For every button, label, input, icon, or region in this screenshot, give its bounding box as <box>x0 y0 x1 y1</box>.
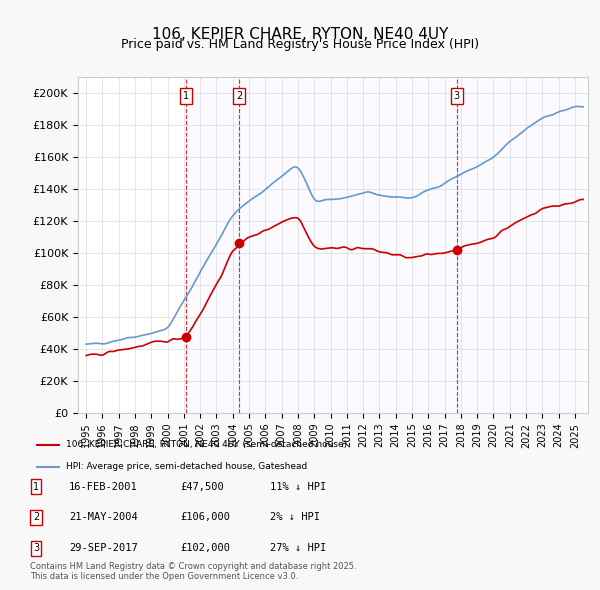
Text: 16-FEB-2001: 16-FEB-2001 <box>69 482 138 491</box>
Text: 106, KEPIER CHARE, RYTON, NE40 4UY: 106, KEPIER CHARE, RYTON, NE40 4UY <box>152 27 448 41</box>
Text: 11% ↓ HPI: 11% ↓ HPI <box>270 482 326 491</box>
Text: HPI: Average price, semi-detached house, Gateshead: HPI: Average price, semi-detached house,… <box>66 463 307 471</box>
Text: 29-SEP-2017: 29-SEP-2017 <box>69 543 138 553</box>
Text: 3: 3 <box>33 543 39 553</box>
Bar <box>239 77 457 413</box>
Bar <box>186 77 239 413</box>
Text: 106, KEPIER CHARE, RYTON, NE40 4UY (semi-detached house): 106, KEPIER CHARE, RYTON, NE40 4UY (semi… <box>66 440 347 449</box>
Text: 21-MAY-2004: 21-MAY-2004 <box>69 513 138 522</box>
Text: £102,000: £102,000 <box>180 543 230 553</box>
Text: 2: 2 <box>33 513 39 522</box>
Text: 2% ↓ HPI: 2% ↓ HPI <box>270 513 320 522</box>
Text: 27% ↓ HPI: 27% ↓ HPI <box>270 543 326 553</box>
Text: £47,500: £47,500 <box>180 482 224 491</box>
Text: 1: 1 <box>33 482 39 491</box>
Text: £106,000: £106,000 <box>180 513 230 522</box>
Bar <box>457 77 583 413</box>
Text: 2: 2 <box>236 91 242 101</box>
Text: Contains HM Land Registry data © Crown copyright and database right 2025.
This d: Contains HM Land Registry data © Crown c… <box>30 562 356 581</box>
Text: 1: 1 <box>183 91 189 101</box>
Text: Price paid vs. HM Land Registry's House Price Index (HPI): Price paid vs. HM Land Registry's House … <box>121 38 479 51</box>
Text: 3: 3 <box>454 91 460 101</box>
